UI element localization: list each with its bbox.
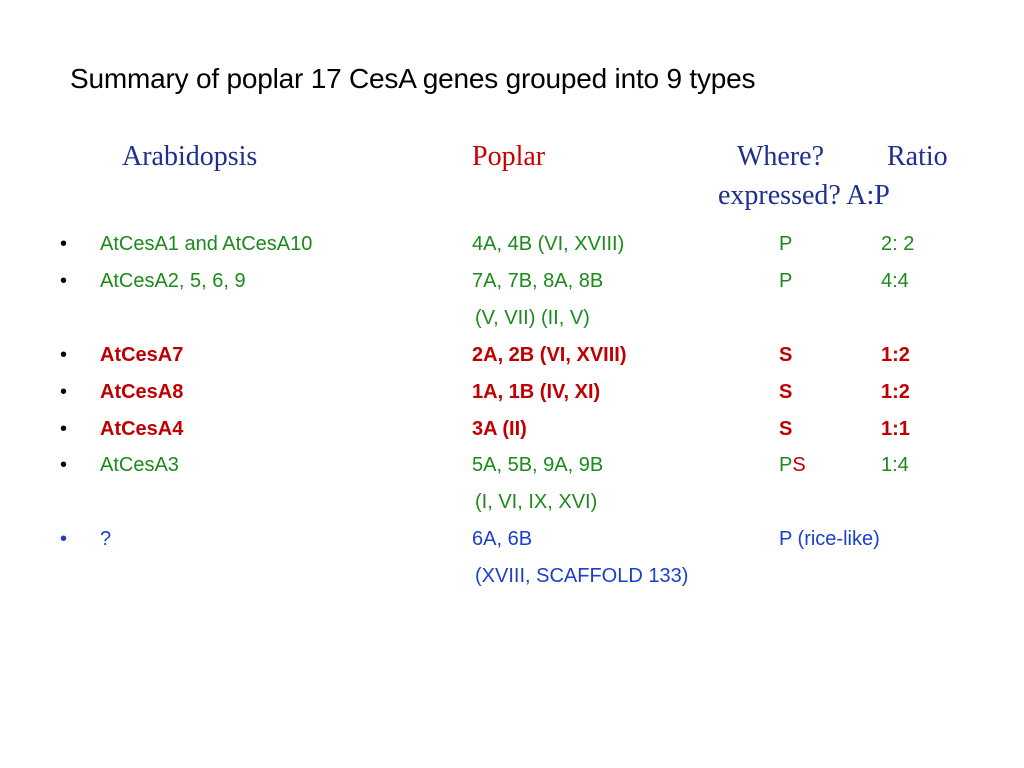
ratio-value: 4:4	[881, 270, 909, 292]
table-row: • AtCesA2, 5, 6, 9 7A, 7B, 8A, 8B P 4:4	[0, 263, 1024, 299]
expression-site-p: P	[779, 454, 793, 476]
table-row: • AtCesA3 5A, 5B, 9A, 9B PS 1:4	[0, 447, 1024, 483]
poplar-genes-chromosomes: (XVIII, SCAFFOLD 133)	[475, 565, 689, 587]
table-row: • AtCesA7 2A, 2B (VI, XVIII) S 1:2	[0, 337, 1024, 373]
arabidopsis-gene: AtCesA2, 5, 6, 9	[100, 270, 246, 292]
arabidopsis-gene: AtCesA4	[100, 418, 184, 440]
ratio-value: 1:2	[881, 381, 910, 403]
poplar-genes: 4A, 4B (VI, XVIII)	[472, 233, 625, 255]
expression-site: P	[779, 270, 793, 292]
expression-site: PS	[779, 447, 806, 483]
poplar-genes: 5A, 5B, 9A, 9B	[472, 454, 604, 476]
poplar-genes-chromosomes: (V, VII) (II, V)	[475, 307, 590, 329]
table-row: • AtCesA8 1A, 1B (IV, XI) S 1:2	[0, 374, 1024, 410]
bullet: •	[60, 528, 68, 550]
bullet: •	[60, 381, 68, 403]
arabidopsis-gene: AtCesA1 and AtCesA10	[100, 233, 313, 255]
arabidopsis-gene: ?	[100, 528, 112, 550]
poplar-genes: 1A, 1B (IV, XI)	[472, 381, 601, 403]
table-row-continuation: (XVIII, SCAFFOLD 133)	[0, 558, 1024, 594]
header-ratio: Ratio	[887, 141, 948, 172]
header-poplar: Poplar	[472, 141, 546, 172]
expression-site: S	[779, 418, 793, 440]
bullet: •	[60, 270, 68, 292]
bullet: •	[60, 344, 68, 366]
table-row: • ? 6A, 6B P (rice-like)	[0, 521, 1024, 557]
poplar-genes: 7A, 7B, 8A, 8B	[472, 270, 604, 292]
bullet: •	[60, 418, 68, 440]
arabidopsis-gene: AtCesA3	[100, 454, 179, 476]
expression-site: S	[779, 344, 793, 366]
arabidopsis-gene: AtCesA7	[100, 344, 184, 366]
bullet: •	[60, 233, 68, 255]
expression-site: P	[779, 233, 793, 255]
table-row-continuation: (I, VI, IX, XVI)	[0, 484, 1024, 520]
table-row: • AtCesA1 and AtCesA10 4A, 4B (VI, XVIII…	[0, 226, 1024, 262]
header-arabidopsis: Arabidopsis	[122, 141, 258, 172]
table-row: • AtCesA4 3A (II) S 1:1	[0, 411, 1024, 447]
header-expressed: expressed? A:P	[718, 180, 890, 211]
ratio-value: 1:4	[881, 454, 909, 476]
expression-site: P (rice-like)	[779, 528, 880, 550]
ratio-value: 1:2	[881, 344, 910, 366]
poplar-genes-chromosomes: (I, VI, IX, XVI)	[475, 491, 598, 513]
table-row-continuation: (V, VII) (II, V)	[0, 300, 1024, 336]
bullet: •	[60, 454, 68, 476]
slide-title: Summary of poplar 17 CesA genes grouped …	[70, 63, 756, 94]
header-where: Where?	[737, 141, 825, 172]
ratio-value: 1:1	[881, 418, 910, 440]
poplar-genes: 2A, 2B (VI, XVIII)	[472, 344, 627, 366]
expression-site: S	[779, 381, 793, 403]
poplar-genes: 3A (II)	[472, 418, 527, 440]
ratio-value: 2: 2	[881, 233, 915, 255]
poplar-genes: 6A, 6B	[472, 528, 533, 550]
expression-site-s: S	[792, 454, 806, 476]
arabidopsis-gene: AtCesA8	[100, 381, 184, 403]
